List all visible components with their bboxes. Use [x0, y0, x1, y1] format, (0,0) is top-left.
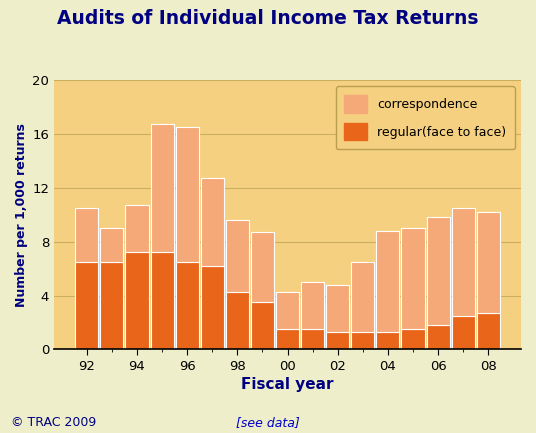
- Bar: [151, 252, 174, 349]
- Bar: [75, 208, 98, 262]
- Bar: [376, 231, 399, 332]
- Bar: [427, 217, 450, 325]
- Bar: [326, 332, 349, 349]
- Bar: [326, 285, 349, 332]
- Bar: [351, 262, 374, 332]
- Bar: [401, 329, 425, 349]
- Bar: [251, 302, 274, 349]
- Bar: [401, 228, 425, 329]
- Bar: [200, 178, 224, 266]
- Bar: [226, 291, 249, 349]
- Bar: [100, 262, 123, 349]
- Bar: [251, 232, 274, 302]
- Bar: [176, 262, 199, 349]
- Bar: [351, 332, 374, 349]
- Bar: [477, 212, 500, 313]
- Text: Audits of Individual Income Tax Returns: Audits of Individual Income Tax Returns: [57, 9, 479, 28]
- Bar: [301, 282, 324, 329]
- Bar: [75, 262, 98, 349]
- Legend: correspondence, regular(face to face): correspondence, regular(face to face): [336, 86, 515, 149]
- Bar: [100, 228, 123, 262]
- Bar: [151, 124, 174, 252]
- Y-axis label: Number per 1,000 returns: Number per 1,000 returns: [15, 123, 28, 307]
- Bar: [452, 316, 475, 349]
- Bar: [427, 325, 450, 349]
- Bar: [301, 329, 324, 349]
- Bar: [477, 313, 500, 349]
- Bar: [226, 220, 249, 291]
- Bar: [200, 266, 224, 349]
- Bar: [276, 329, 299, 349]
- Bar: [452, 208, 475, 316]
- Bar: [125, 252, 148, 349]
- Text: © TRAC 2009: © TRAC 2009: [11, 416, 96, 429]
- Bar: [376, 332, 399, 349]
- Text: [see data]: [see data]: [236, 416, 300, 429]
- Bar: [276, 291, 299, 329]
- Bar: [176, 127, 199, 262]
- X-axis label: Fiscal year: Fiscal year: [241, 377, 334, 392]
- Bar: [125, 205, 148, 252]
